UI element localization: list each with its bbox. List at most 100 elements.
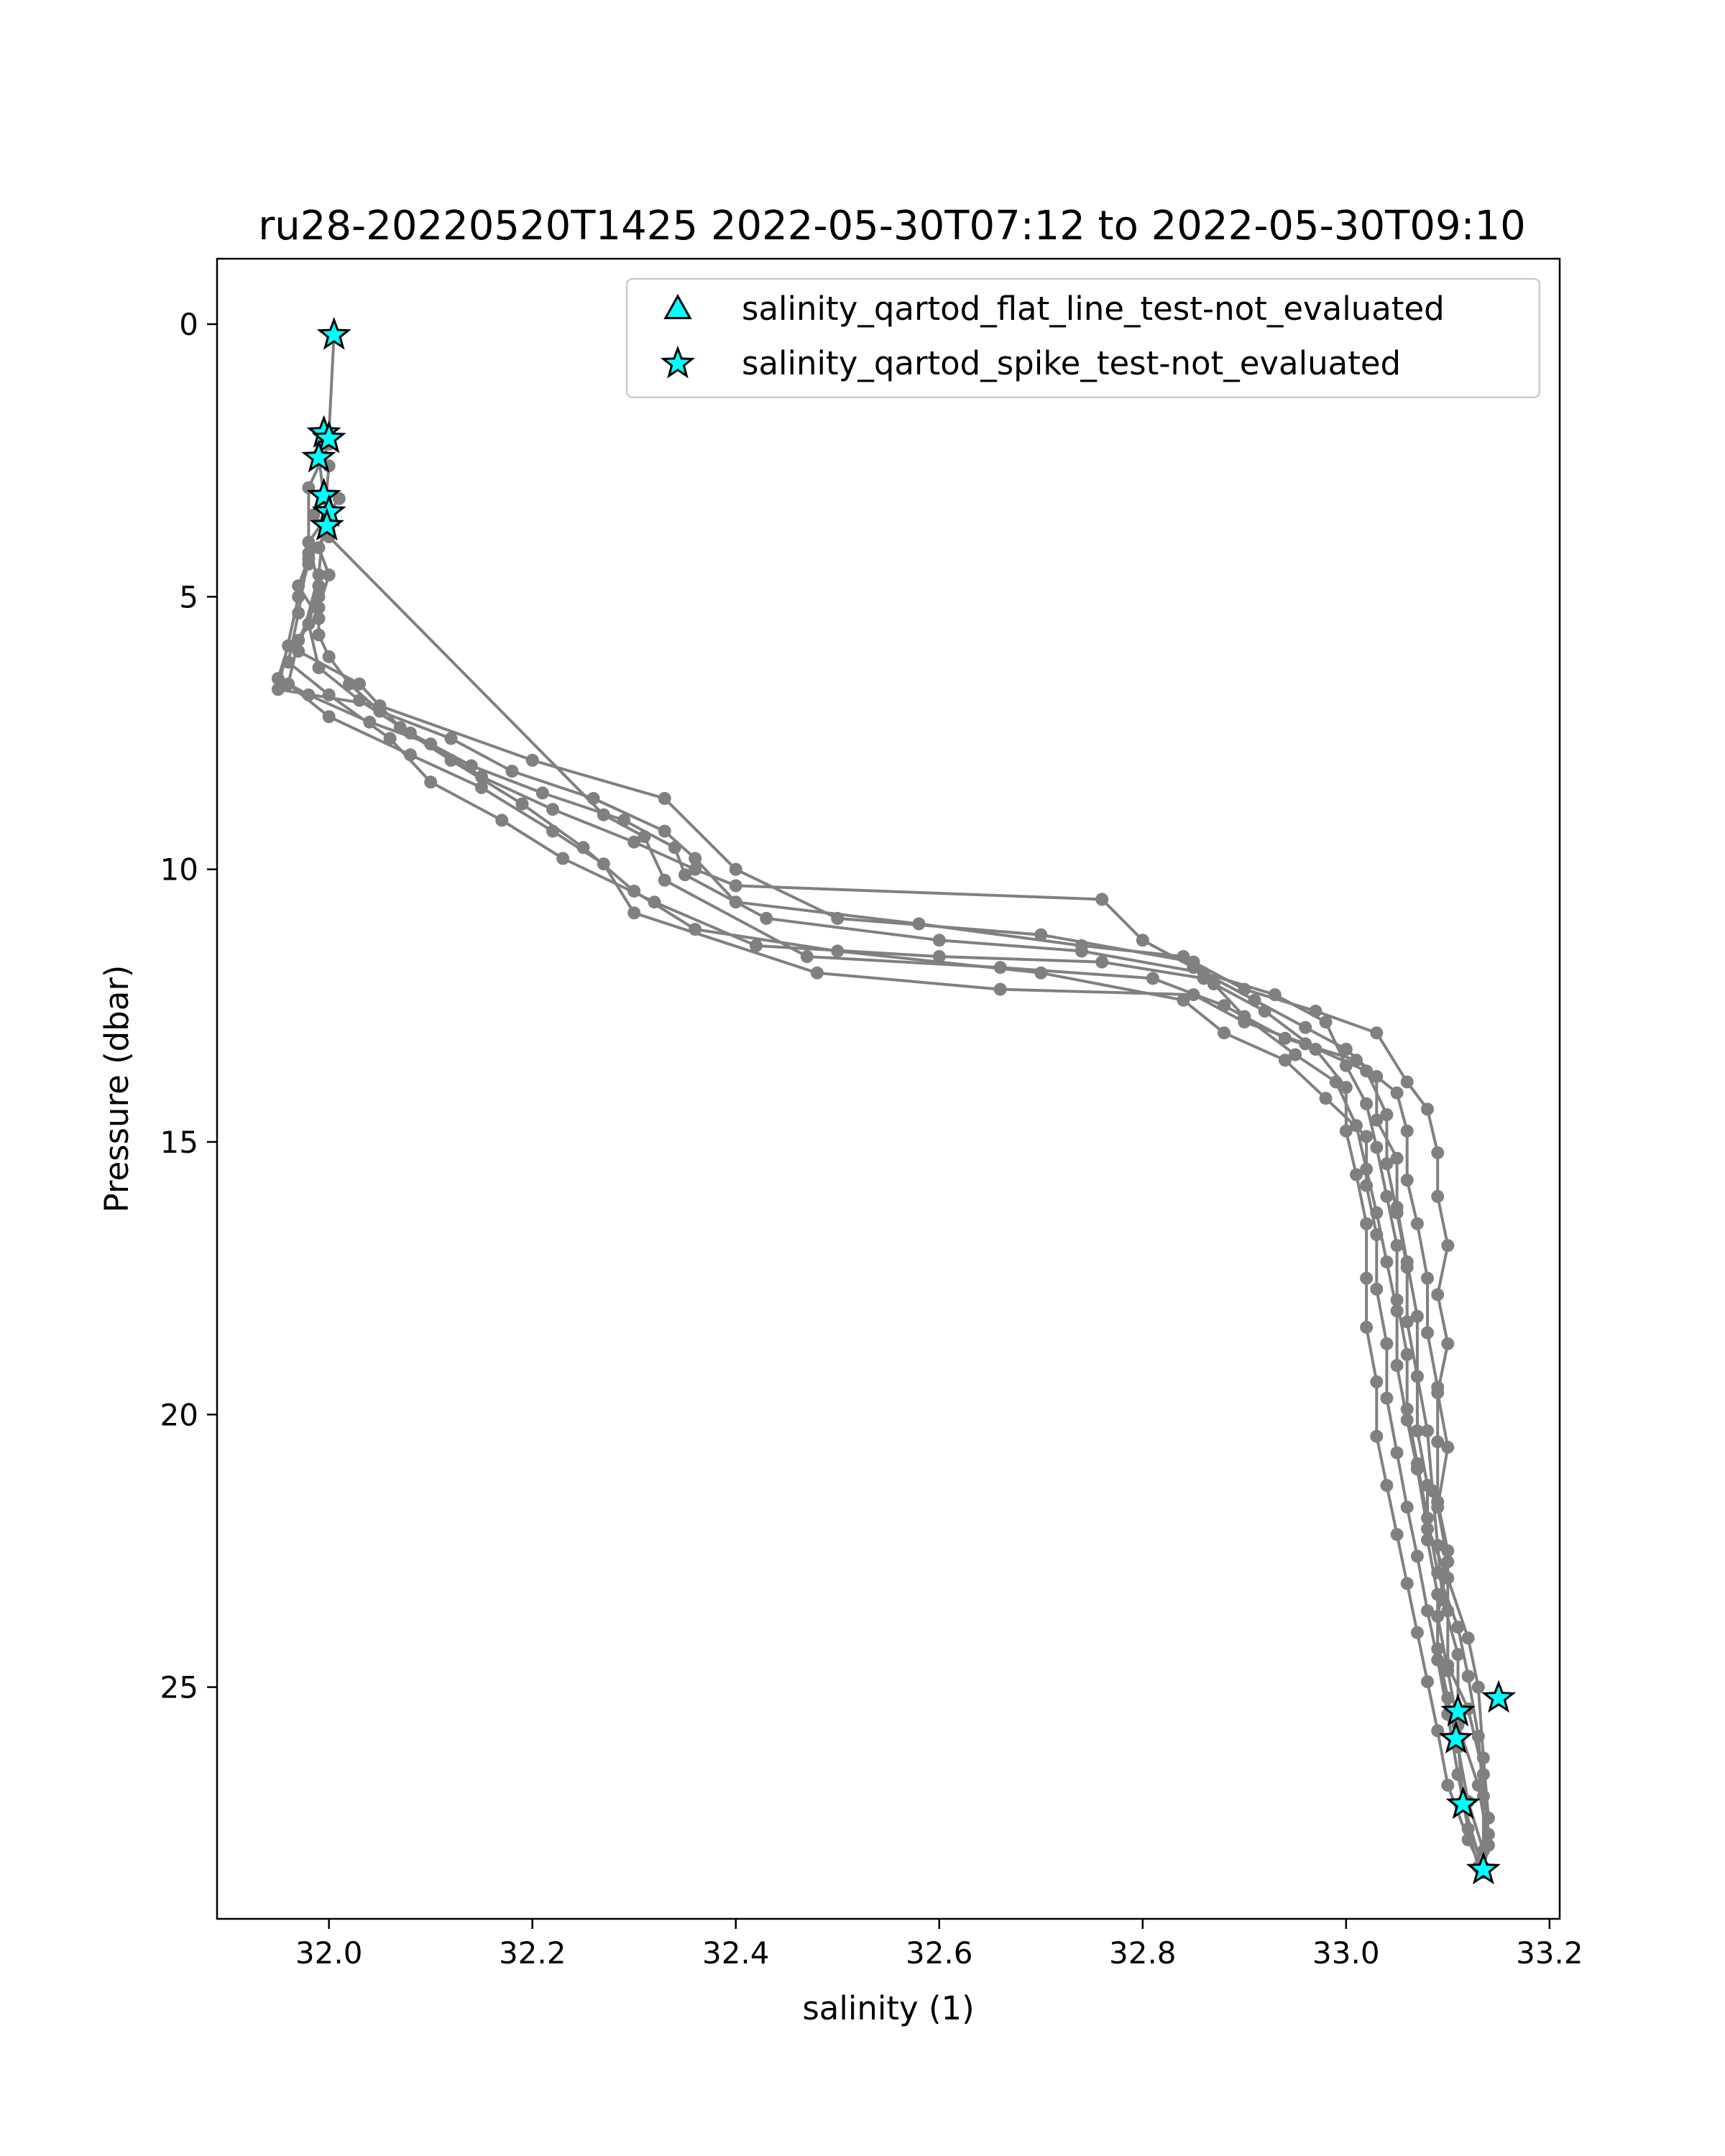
spike-test-marker [1440, 1693, 1476, 1727]
data-point [1299, 1037, 1312, 1051]
data-point [1339, 1043, 1353, 1056]
data-point [1136, 934, 1149, 947]
data-point [474, 780, 488, 794]
data-point [1400, 1261, 1414, 1274]
data-point [1441, 1544, 1455, 1557]
data-point [1390, 1528, 1404, 1542]
data-point [1095, 955, 1109, 969]
data-point [302, 688, 316, 701]
data-point [1410, 1217, 1424, 1230]
spike-test-marker [1481, 1680, 1517, 1713]
data-point [1476, 1789, 1490, 1803]
data-point [505, 765, 519, 778]
data-point [1400, 1577, 1414, 1590]
data-point [1431, 1146, 1445, 1160]
data-point [760, 911, 773, 925]
profile-line [327, 510, 1490, 1873]
data-point [1177, 950, 1190, 963]
data-point [627, 835, 641, 849]
data-point [302, 535, 316, 549]
y-tick-label: 10 [160, 852, 198, 888]
data-point [1370, 1227, 1384, 1241]
data-point [729, 862, 742, 876]
data-point [403, 748, 417, 762]
data-point [1441, 1691, 1455, 1705]
data-point [810, 966, 824, 980]
data-point [1319, 1015, 1333, 1029]
data-point [1339, 1081, 1353, 1095]
data-point [424, 775, 438, 789]
data-point [1400, 1315, 1414, 1329]
data-point [307, 508, 321, 522]
data-point [1380, 1157, 1394, 1171]
data-point [1309, 1043, 1322, 1056]
data-point [1410, 1370, 1424, 1383]
data-point [1400, 1174, 1414, 1187]
data-point [322, 568, 336, 581]
legend: salinity_qartod_flat_line_test-not_evalu… [625, 277, 1541, 399]
data-point [495, 814, 509, 827]
data-point [1360, 1320, 1374, 1334]
data-point [1380, 1478, 1394, 1492]
data-point [556, 852, 570, 865]
data-point [292, 579, 305, 593]
data-point [1360, 1179, 1374, 1192]
spike-test-marker [1445, 1786, 1481, 1820]
data-point [535, 786, 549, 800]
data-point [1421, 1604, 1434, 1618]
data-point [1431, 1288, 1445, 1302]
data-point [1451, 1768, 1465, 1781]
data-point [648, 895, 661, 909]
data-point [332, 492, 346, 505]
profile-line [297, 466, 1480, 1868]
data-point [1370, 1282, 1384, 1296]
data-point [1441, 1604, 1455, 1618]
data-point [383, 732, 397, 745]
data-point [1360, 1271, 1374, 1285]
data-point [546, 824, 559, 838]
data-point [1471, 1779, 1485, 1792]
data-point [1350, 1168, 1363, 1181]
data-point [658, 873, 671, 887]
data-point [282, 639, 295, 653]
data-point [729, 879, 742, 893]
data-point [1451, 1648, 1465, 1662]
data-point [282, 677, 295, 691]
data-point [1218, 999, 1230, 1013]
profile-line [276, 563, 1490, 1871]
data-point [271, 672, 285, 686]
data-point [1400, 1075, 1414, 1089]
data-point [322, 688, 336, 701]
data-point [1146, 972, 1159, 985]
data-point [1431, 1588, 1445, 1601]
data-point [586, 792, 600, 805]
data-point [1441, 1239, 1455, 1253]
data-point [1421, 1424, 1434, 1437]
legend-triangle-icon [663, 293, 692, 320]
data-point [1421, 1326, 1434, 1340]
data-point [1380, 1337, 1394, 1350]
data-point [1360, 1217, 1374, 1230]
data-point [1360, 1130, 1374, 1143]
data-point [1481, 1811, 1495, 1825]
data-point [1421, 1478, 1434, 1492]
data-point [1187, 988, 1200, 1002]
data-point [617, 814, 631, 827]
data-point [1370, 1026, 1384, 1040]
data-point [474, 770, 488, 783]
series-layer [271, 316, 1517, 1885]
x-tick-label: 33.0 [1312, 1935, 1380, 1971]
data-point [1431, 1566, 1445, 1580]
data-point [1400, 1501, 1414, 1514]
data-point [1421, 1675, 1434, 1688]
data-point [1441, 1571, 1455, 1585]
data-point [312, 628, 326, 642]
data-point [1400, 1124, 1414, 1138]
data-point [393, 721, 407, 734]
data-point [1471, 1680, 1485, 1694]
data-point [1431, 1501, 1445, 1514]
plot-frame [216, 257, 1561, 1920]
y-axis-label: Pressure (dbar) [98, 965, 136, 1213]
data-point [312, 568, 326, 581]
data-point [343, 677, 356, 691]
